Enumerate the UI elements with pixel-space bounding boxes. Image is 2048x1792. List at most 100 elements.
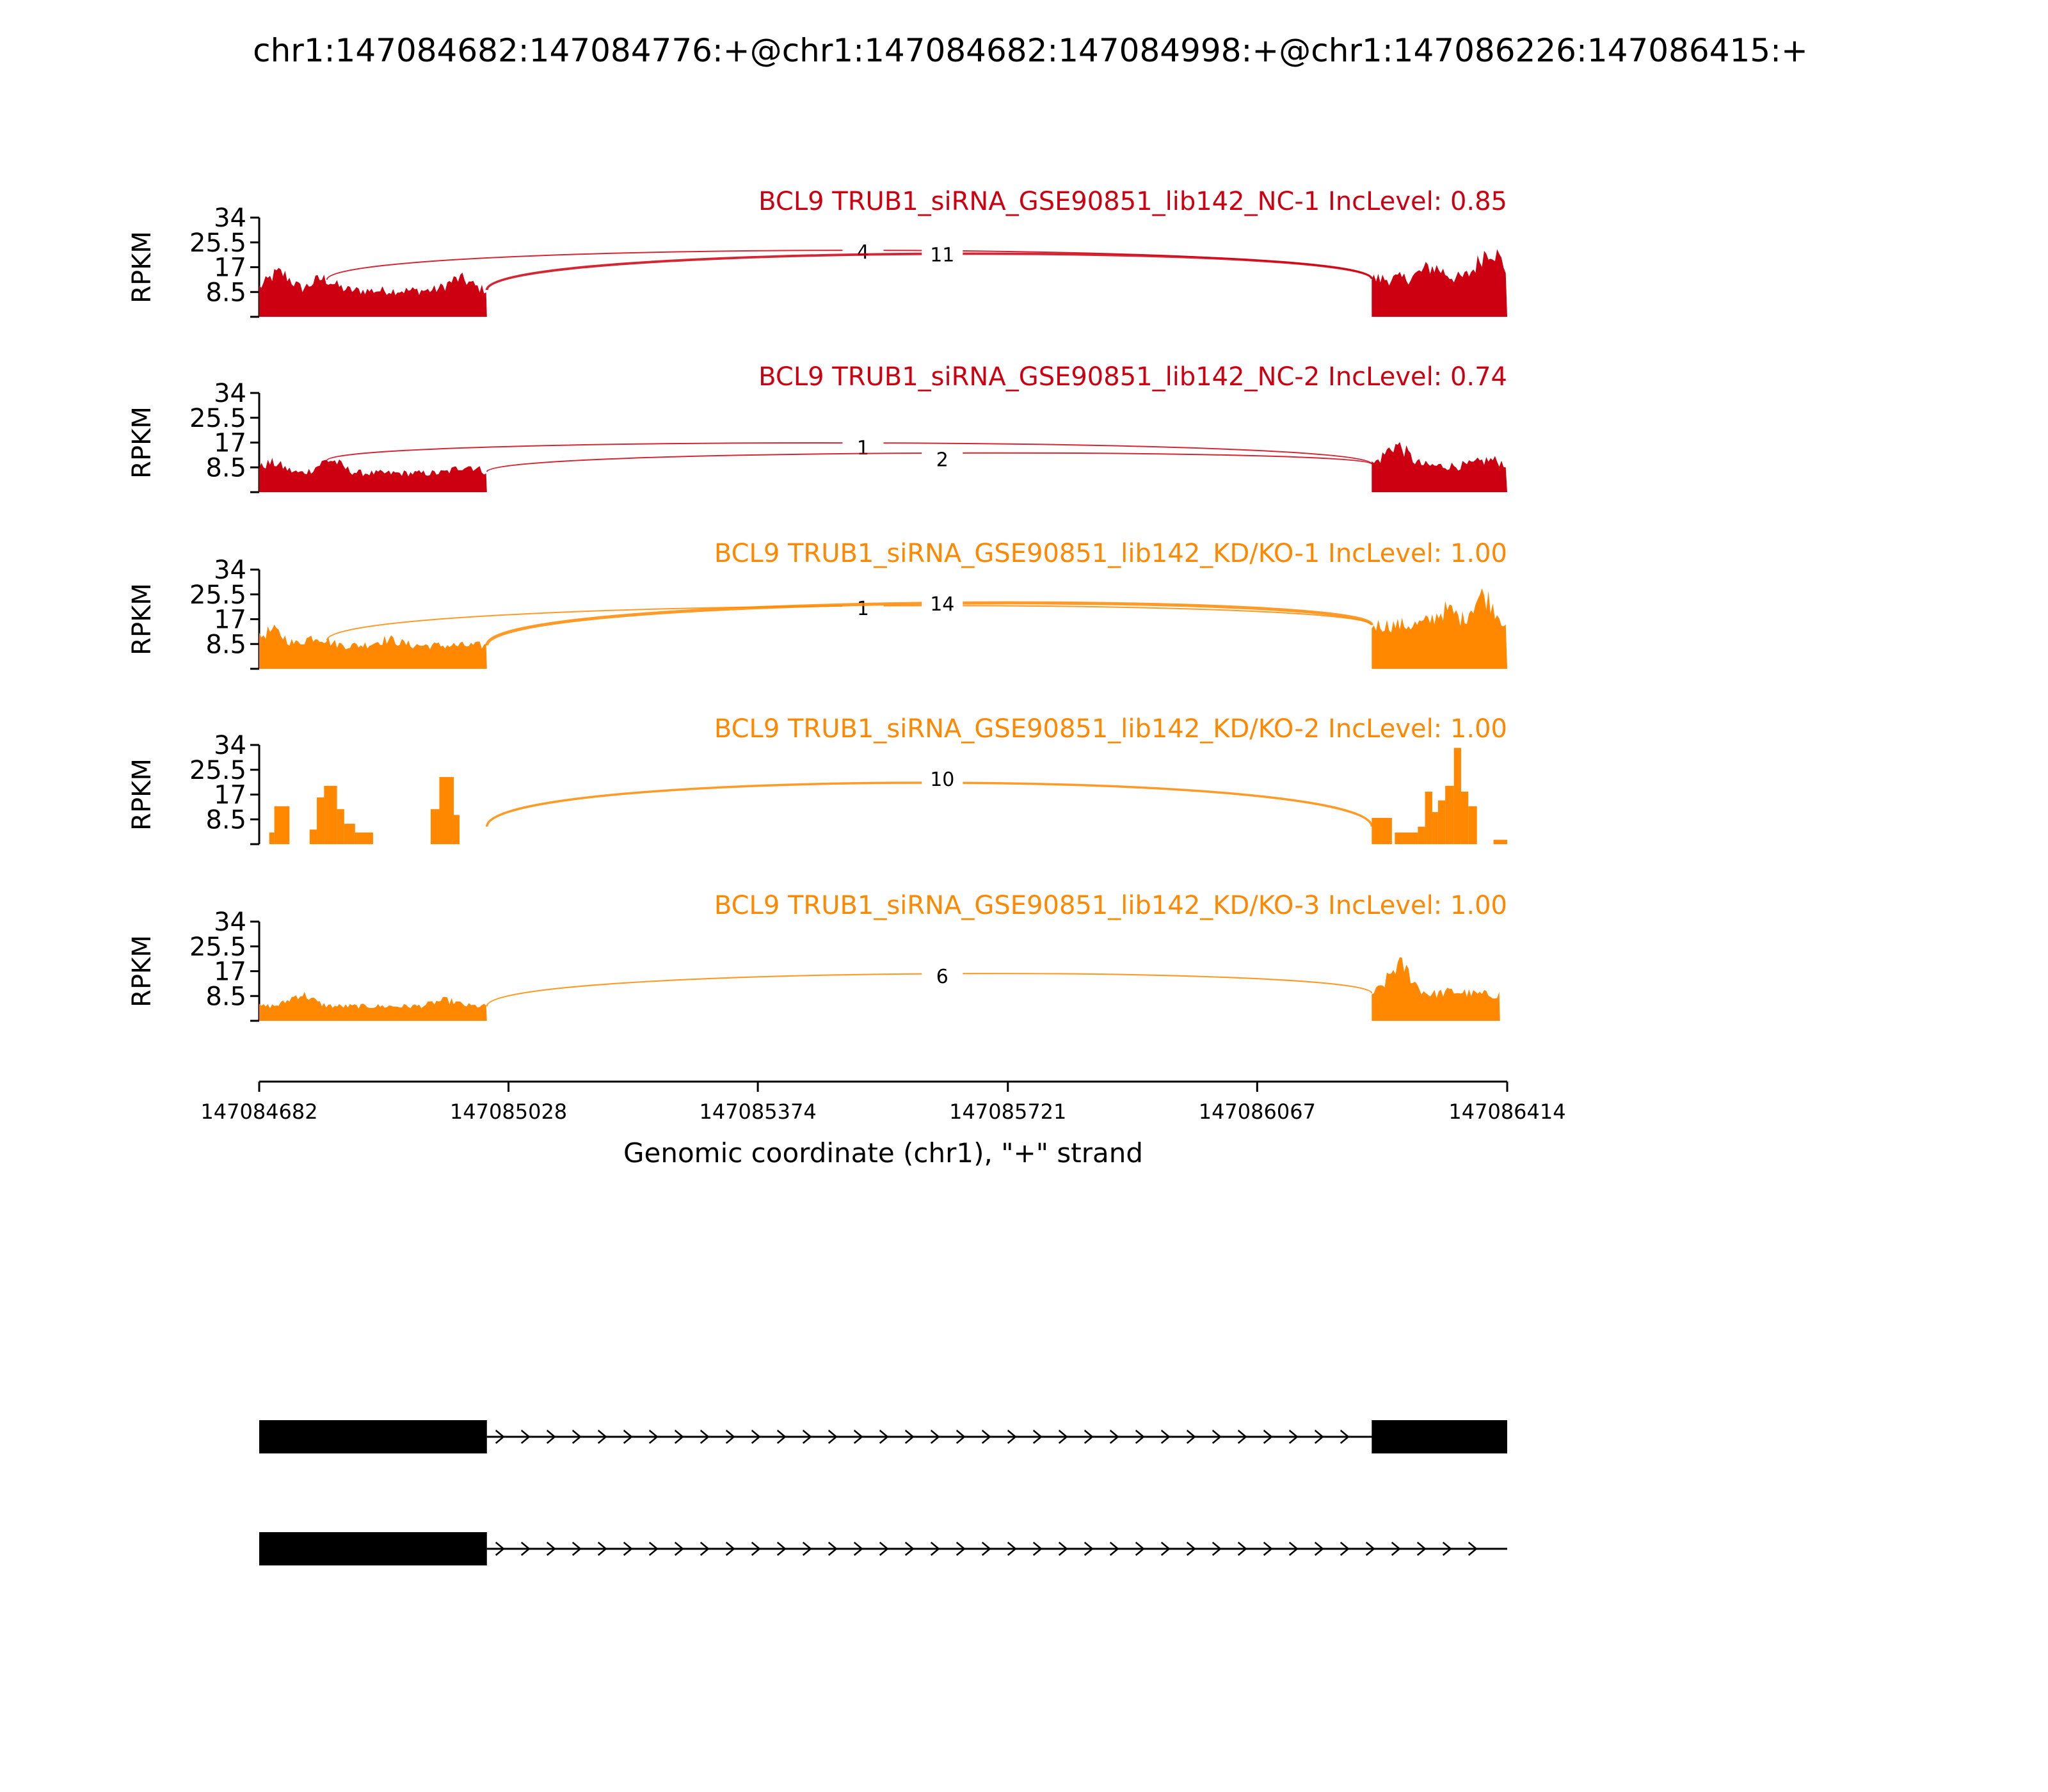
- strand-arrow: [828, 1542, 838, 1556]
- coverage-bar: [1468, 806, 1477, 844]
- strand-arrow: [1237, 1542, 1247, 1556]
- strand-arrow: [572, 1542, 582, 1556]
- coverage-area: [1372, 249, 1507, 317]
- track-title: BCL9 TRUB1_siRNA_GSE90851_lib142_NC-2 In…: [758, 362, 1507, 392]
- isoform-models: [259, 1420, 1507, 1565]
- y-axis-label: RPKM: [127, 758, 157, 831]
- coverage-bar: [1437, 800, 1446, 844]
- isoform-2: [259, 1532, 1507, 1565]
- coverage-bar: [309, 829, 317, 844]
- junction-label-bg: [922, 593, 963, 615]
- strand-arrow: [1109, 1430, 1119, 1444]
- strand-arrow: [1007, 1542, 1017, 1556]
- strand-arrow: [1212, 1430, 1222, 1444]
- strand-arrow: [751, 1542, 761, 1556]
- strand-arrow: [802, 1542, 812, 1556]
- strand-arrow: [648, 1430, 659, 1444]
- y-tick-label: 8.5: [205, 278, 246, 307]
- junction-label-bg: [922, 768, 963, 790]
- junction-count-label: 6: [936, 966, 948, 988]
- strand-arrow: [853, 1430, 863, 1444]
- junction-label-bg: [842, 436, 884, 459]
- x-tick-label: 147086067: [1199, 1100, 1316, 1124]
- strand-arrow: [700, 1430, 710, 1444]
- y-tick-label: 25.5: [189, 404, 246, 433]
- strand-arrow: [495, 1430, 505, 1444]
- strand-arrow: [1058, 1542, 1068, 1556]
- track-title: BCL9 TRUB1_siRNA_GSE90851_lib142_KD/KO-1…: [714, 539, 1507, 568]
- strand-arrow: [776, 1542, 787, 1556]
- strand-arrow: [1160, 1430, 1171, 1444]
- strand-arrow: [623, 1542, 633, 1556]
- y-tick-label: 34: [214, 204, 246, 233]
- track-title: BCL9 TRUB1_siRNA_GSE90851_lib142_KD/KO-3…: [714, 891, 1507, 920]
- strand-arrow: [700, 1542, 710, 1556]
- strand-arrow: [1314, 1430, 1324, 1444]
- coverage-area: [259, 625, 487, 669]
- coverage-bar: [453, 815, 460, 844]
- junction-count-label: 14: [930, 593, 954, 616]
- strand-arrow: [776, 1430, 787, 1444]
- y-tick-label: 25.5: [189, 932, 246, 962]
- coverage-bar: [269, 832, 275, 844]
- coverage-bar: [355, 832, 373, 844]
- strand-arrow: [930, 1430, 940, 1444]
- junction-label-bg: [922, 243, 963, 266]
- junction-label-bg: [842, 241, 884, 263]
- strand-arrow: [981, 1430, 991, 1444]
- y-tick-label: 34: [214, 908, 246, 937]
- coverage-bar: [1453, 748, 1461, 844]
- strand-arrow: [1237, 1430, 1247, 1444]
- strand-arrow: [1135, 1430, 1145, 1444]
- strand-arrow: [802, 1430, 812, 1444]
- strand-arrow: [1340, 1430, 1350, 1444]
- strand-arrow: [597, 1430, 607, 1444]
- strand-arrow: [520, 1430, 531, 1444]
- junction-count-label: 11: [930, 244, 954, 267]
- strand-arrow: [904, 1542, 915, 1556]
- y-tick-label: 8.5: [205, 453, 246, 483]
- exon-block: [259, 1420, 487, 1453]
- y-tick-label: 17: [214, 781, 246, 810]
- coverage-area: [1372, 957, 1500, 1021]
- strand-arrow: [1058, 1430, 1068, 1444]
- strand-arrow: [674, 1430, 684, 1444]
- strand-arrow: [828, 1430, 838, 1444]
- strand-arrow: [1186, 1430, 1196, 1444]
- strand-arrow: [1032, 1542, 1043, 1556]
- strand-arrow: [725, 1542, 735, 1556]
- strand-arrow: [1340, 1542, 1350, 1556]
- strand-arrow: [904, 1430, 915, 1444]
- coverage-area: [1372, 588, 1507, 669]
- strand-arrow: [1263, 1430, 1273, 1444]
- strand-arrow: [597, 1542, 607, 1556]
- coverage-bar: [1395, 832, 1418, 844]
- coverage-bar: [1372, 817, 1392, 844]
- junction-label-bg: [922, 965, 963, 988]
- x-tick-label: 147084682: [200, 1100, 317, 1124]
- x-axis-label: Genomic coordinate (chr1), "+" strand: [623, 1137, 1143, 1169]
- coverage-bar: [1432, 812, 1438, 844]
- strand-arrow: [725, 1430, 735, 1444]
- strand-arrow: [648, 1542, 659, 1556]
- strand-arrow: [572, 1430, 582, 1444]
- strand-arrow: [1314, 1542, 1324, 1556]
- x-tick-label: 147085374: [699, 1100, 816, 1124]
- isoform-1: [259, 1420, 1507, 1453]
- strand-arrow: [956, 1542, 966, 1556]
- strand-arrow: [1084, 1430, 1094, 1444]
- y-tick-label: 25.5: [189, 580, 246, 610]
- strand-arrow: [1109, 1542, 1119, 1556]
- coverage-bar: [324, 785, 337, 844]
- coverage-bar: [317, 797, 324, 844]
- strand-arrow: [1365, 1542, 1375, 1556]
- strand-arrow: [1416, 1542, 1427, 1556]
- strand-arrow: [1288, 1430, 1299, 1444]
- junction-count-label: 10: [930, 769, 954, 791]
- junction-label-bg: [842, 596, 884, 619]
- junction-count-label: 1: [857, 437, 869, 460]
